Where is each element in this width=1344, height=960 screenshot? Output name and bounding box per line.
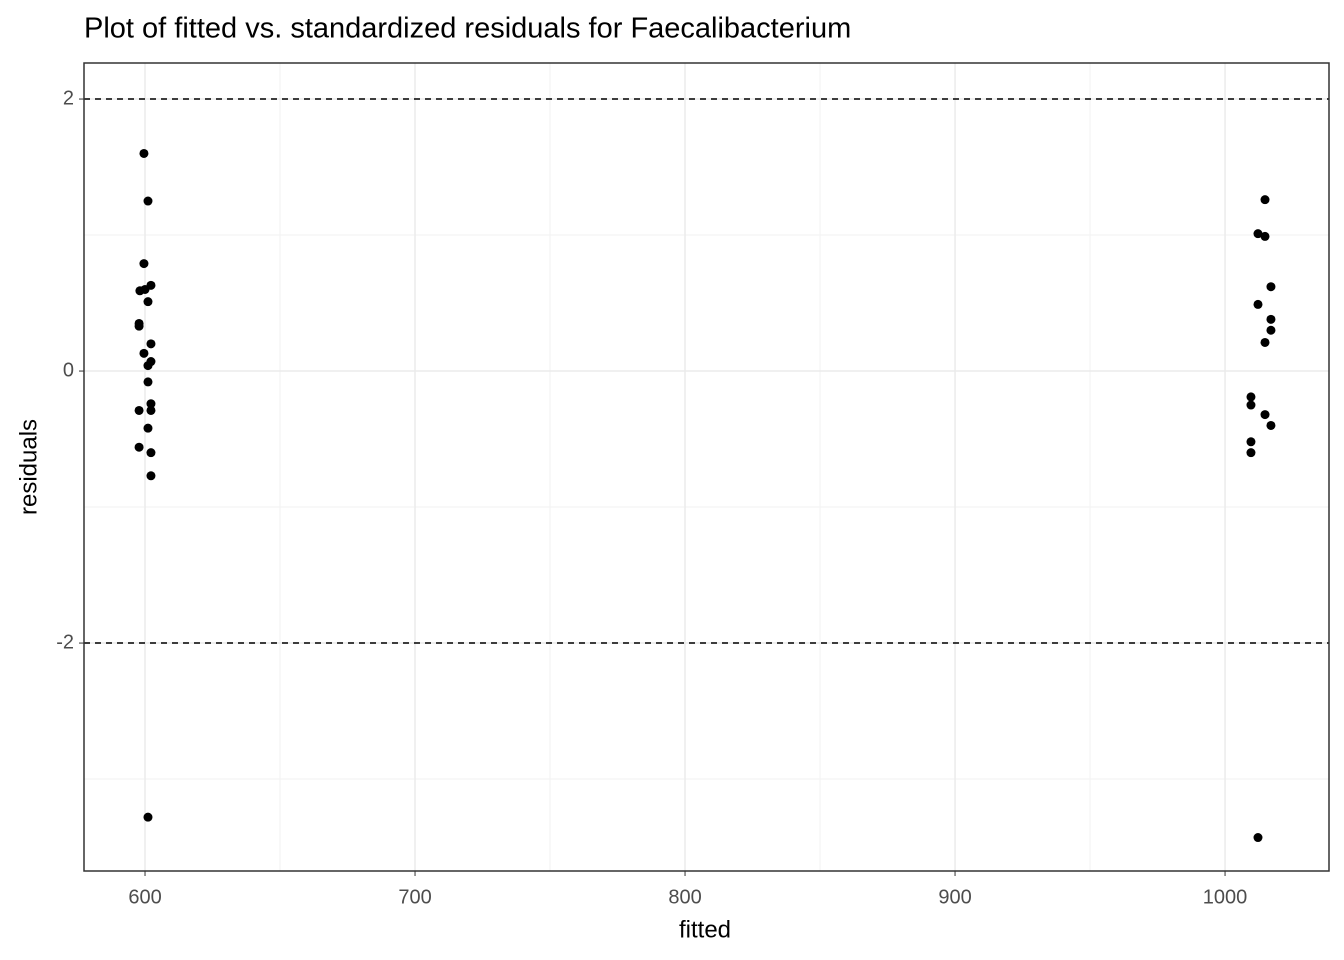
x-tick-label: 700 [398,886,431,908]
x-axis-title: fitted [679,916,731,943]
point [1260,410,1270,420]
point [146,280,156,290]
point [1246,400,1256,410]
y-tick-label: -2 [56,631,74,653]
point [134,405,144,415]
point [146,448,156,458]
y-tick-label: 0 [63,359,74,381]
point [143,297,153,307]
point [1260,231,1270,241]
point [146,405,156,415]
point [146,399,156,409]
point [134,321,144,331]
point [1266,282,1276,292]
point [1246,392,1256,402]
point [1266,325,1276,335]
point [143,361,153,371]
point [143,812,153,822]
chart-title: Plot of fitted vs. standardized residual… [84,13,851,45]
x-tick-label: 1000 [1203,886,1248,908]
panel-border [83,62,1330,872]
point [1253,299,1263,309]
point [1246,448,1256,458]
point [146,339,156,349]
point [1266,314,1276,324]
y-axis-title: residuals [15,419,42,515]
point [143,377,153,387]
x-tick-label: 800 [668,886,701,908]
point [1246,437,1256,447]
x-tick-label: 600 [128,886,161,908]
point [143,423,153,433]
point [1260,337,1270,347]
point [1266,420,1276,430]
point [1253,833,1263,843]
point [1253,229,1263,239]
point [134,442,144,452]
y-tick-label: 2 [63,87,74,109]
point [146,471,156,481]
x-tick-label: 900 [938,886,971,908]
point [143,196,153,206]
point [1260,195,1270,205]
point [139,259,149,269]
point [139,148,149,158]
point [139,348,149,358]
